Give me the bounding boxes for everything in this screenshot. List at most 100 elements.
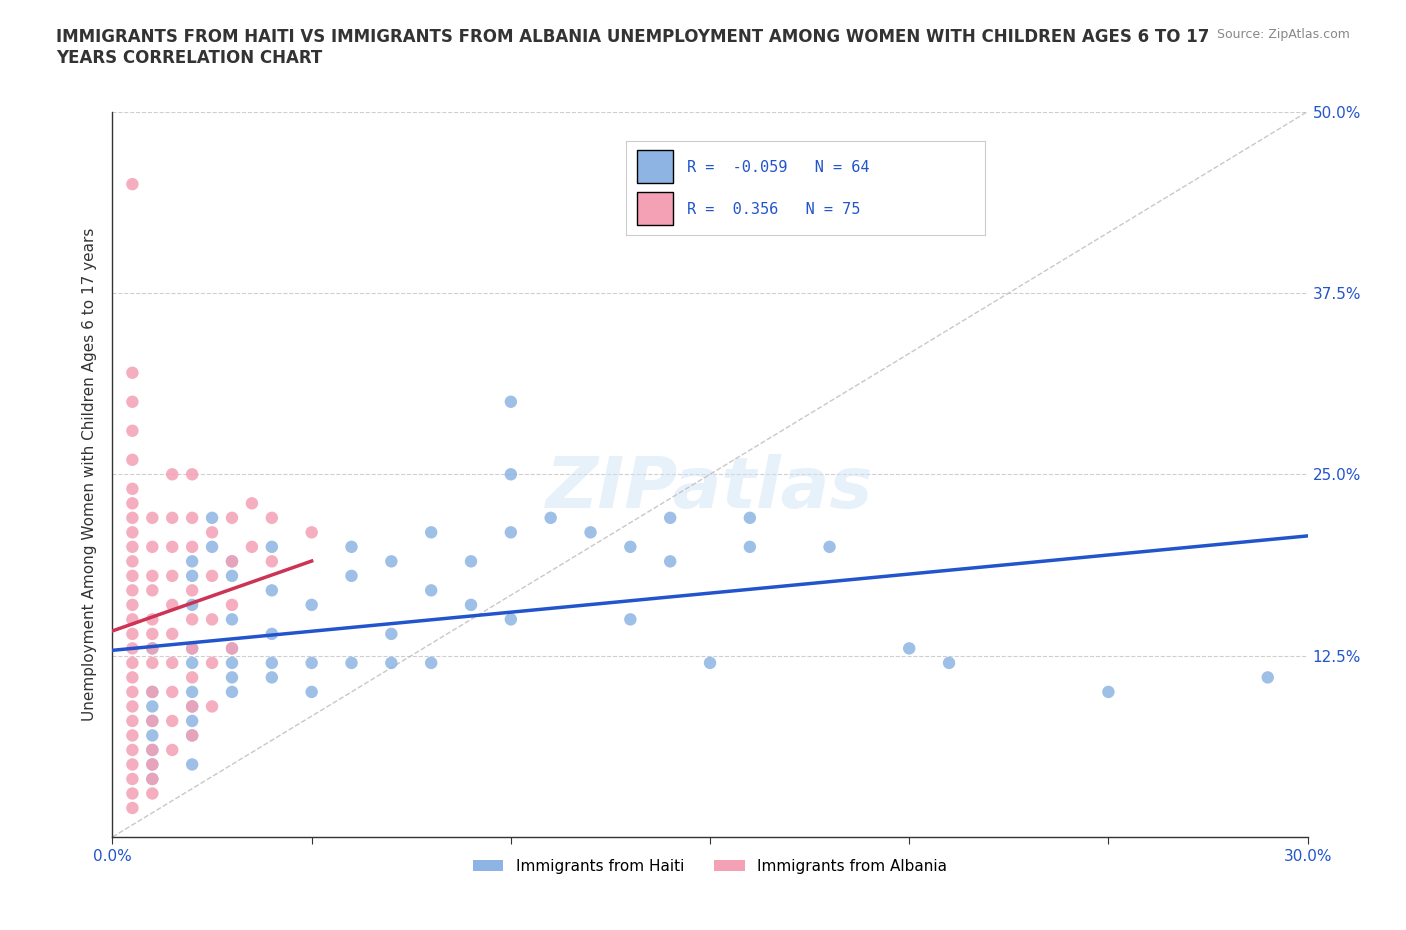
Point xyxy=(340,568,363,583)
Point xyxy=(121,772,143,787)
Point xyxy=(380,656,402,671)
Point xyxy=(221,511,243,525)
Point xyxy=(499,525,522,539)
Point xyxy=(898,641,921,656)
Text: IMMIGRANTS FROM HAITI VS IMMIGRANTS FROM ALBANIA UNEMPLOYMENT AMONG WOMEN WITH C: IMMIGRANTS FROM HAITI VS IMMIGRANTS FROM… xyxy=(56,28,1209,67)
Point xyxy=(141,772,163,787)
Point xyxy=(499,467,522,482)
Legend: Immigrants from Haiti, Immigrants from Albania: Immigrants from Haiti, Immigrants from A… xyxy=(467,853,953,880)
Point xyxy=(221,641,243,656)
Point xyxy=(659,554,682,569)
Point xyxy=(121,713,143,728)
Point xyxy=(121,525,143,539)
Point xyxy=(420,525,443,539)
Point xyxy=(221,656,243,671)
Point xyxy=(121,670,143,684)
Point xyxy=(162,597,183,612)
Point xyxy=(340,539,363,554)
Point xyxy=(181,699,204,714)
Point xyxy=(121,365,143,380)
Point xyxy=(240,539,263,554)
Point xyxy=(181,554,204,569)
Point xyxy=(121,627,143,642)
Point xyxy=(380,554,402,569)
Point xyxy=(141,684,163,699)
Point xyxy=(162,713,183,728)
Point xyxy=(181,713,204,728)
Point xyxy=(181,670,204,684)
Point xyxy=(738,539,761,554)
Point xyxy=(121,394,143,409)
Point xyxy=(181,539,204,554)
Point xyxy=(240,496,263,511)
Point xyxy=(141,511,163,525)
Point xyxy=(162,656,183,671)
Point xyxy=(121,568,143,583)
Point xyxy=(141,699,163,714)
Point xyxy=(162,539,183,554)
Point xyxy=(260,656,283,671)
Point xyxy=(221,612,243,627)
Point xyxy=(260,583,283,598)
Point xyxy=(181,728,204,743)
Text: Source: ZipAtlas.com: Source: ZipAtlas.com xyxy=(1216,28,1350,41)
Point xyxy=(201,656,224,671)
Point xyxy=(380,627,402,642)
Point xyxy=(201,525,224,539)
Point xyxy=(162,467,183,482)
Point xyxy=(301,684,323,699)
Point xyxy=(141,684,163,699)
Point xyxy=(121,539,143,554)
Point xyxy=(181,511,204,525)
Point xyxy=(699,656,721,671)
Point xyxy=(121,656,143,671)
Point xyxy=(181,597,204,612)
Point xyxy=(121,511,143,525)
Point xyxy=(260,511,283,525)
Point xyxy=(181,757,204,772)
Point xyxy=(121,177,143,192)
Point xyxy=(460,597,482,612)
Point xyxy=(141,742,163,757)
Point xyxy=(181,699,204,714)
Point xyxy=(121,757,143,772)
Point xyxy=(221,684,243,699)
Point xyxy=(301,597,323,612)
Point xyxy=(121,728,143,743)
Point xyxy=(460,554,482,569)
Point xyxy=(181,684,204,699)
Point xyxy=(121,597,143,612)
Point xyxy=(121,612,143,627)
Point xyxy=(141,728,163,743)
Point xyxy=(181,583,204,598)
Point xyxy=(540,511,562,525)
Point xyxy=(181,656,204,671)
Point xyxy=(499,612,522,627)
Point xyxy=(301,656,323,671)
Point xyxy=(162,742,183,757)
Point xyxy=(221,554,243,569)
Point xyxy=(141,786,163,801)
Point xyxy=(181,641,204,656)
Point xyxy=(162,511,183,525)
Point xyxy=(181,612,204,627)
Point xyxy=(121,496,143,511)
Point xyxy=(141,612,163,627)
Point xyxy=(121,482,143,497)
Point xyxy=(121,554,143,569)
Point xyxy=(121,699,143,714)
Point xyxy=(619,612,641,627)
Point xyxy=(579,525,602,539)
Point xyxy=(141,568,163,583)
Point xyxy=(181,568,204,583)
Point xyxy=(201,539,224,554)
Point xyxy=(201,511,224,525)
Point xyxy=(162,568,183,583)
Point xyxy=(659,511,682,525)
Point xyxy=(141,539,163,554)
Point xyxy=(499,394,522,409)
Point xyxy=(301,525,323,539)
Point xyxy=(141,713,163,728)
Point xyxy=(162,627,183,642)
Point xyxy=(260,670,283,684)
